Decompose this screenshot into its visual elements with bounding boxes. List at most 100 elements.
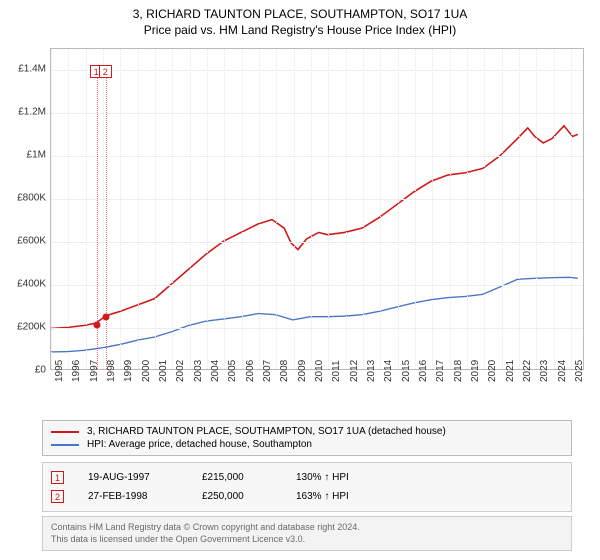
event-date: 19-AUG-1997 (88, 472, 178, 483)
gridline-horizontal (51, 285, 583, 286)
footer-line-2: This data is licensed under the Open Gov… (51, 534, 563, 546)
event-marker-box: 2 (99, 65, 112, 78)
title-main: 3, RICHARD TAUNTON PLACE, SOUTHAMPTON, S… (0, 6, 600, 22)
x-axis-tick-label: 2007 (262, 360, 273, 382)
gridline-vertical (571, 49, 572, 369)
plot-area: 12 (50, 48, 584, 370)
legend-row: HPI: Average price, detached house, Sout… (51, 438, 563, 451)
gridline-vertical (467, 49, 468, 369)
x-axis-tick-label: 2016 (418, 360, 429, 382)
x-axis-tick-label: 2014 (383, 360, 394, 382)
event-row: 227-FEB-1998£250,000163% ↑ HPI (51, 487, 563, 506)
gridline-vertical (190, 49, 191, 369)
gridline-vertical (103, 49, 104, 369)
gridline-vertical (294, 49, 295, 369)
gridline-vertical (519, 49, 520, 369)
legend-box: 3, RICHARD TAUNTON PLACE, SOUTHAMPTON, S… (42, 420, 572, 456)
x-axis-tick-label: 2003 (193, 360, 204, 382)
event-marker-dot (93, 321, 100, 328)
x-axis-tick-label: 2017 (435, 360, 446, 382)
gridline-vertical (259, 49, 260, 369)
y-axis-tick-label: £0 (8, 365, 46, 376)
y-axis-tick-label: £800K (8, 193, 46, 204)
gridline-vertical (155, 49, 156, 369)
gridline-vertical (311, 49, 312, 369)
x-axis-tick-label: 2025 (574, 360, 585, 382)
x-axis-tick-label: 2001 (158, 360, 169, 382)
gridline-vertical (398, 49, 399, 369)
event-price: £215,000 (202, 472, 272, 483)
gridline-vertical (207, 49, 208, 369)
gridline-vertical (415, 49, 416, 369)
x-axis-tick-label: 2020 (487, 360, 498, 382)
gridline-horizontal (51, 328, 583, 329)
x-axis-tick-label: 2019 (470, 360, 481, 382)
y-axis-tick-label: £200K (8, 322, 46, 333)
x-axis-tick-label: 1997 (89, 360, 100, 382)
event-number-badge: 1 (51, 471, 64, 484)
y-axis-tick-label: £1M (8, 150, 46, 161)
x-axis-tick-label: 1995 (54, 360, 65, 382)
legend-label: 3, RICHARD TAUNTON PLACE, SOUTHAMPTON, S… (87, 426, 446, 437)
gridline-vertical (536, 49, 537, 369)
x-axis-tick-label: 2022 (522, 360, 533, 382)
gridline-vertical (68, 49, 69, 369)
legend-label: HPI: Average price, detached house, Sout… (87, 439, 312, 450)
y-axis-tick-label: £400K (8, 279, 46, 290)
gridline-horizontal (51, 242, 583, 243)
x-axis-tick-label: 2012 (349, 360, 360, 382)
gridline-vertical (138, 49, 139, 369)
legend-row: 3, RICHARD TAUNTON PLACE, SOUTHAMPTON, S… (51, 425, 563, 438)
title-subtitle: Price paid vs. HM Land Registry's House … (0, 22, 600, 38)
event-price: £250,000 (202, 491, 272, 502)
gridline-vertical (484, 49, 485, 369)
gridline-horizontal (51, 113, 583, 114)
x-axis-tick-label: 1999 (123, 360, 134, 382)
x-axis-tick-label: 2021 (505, 360, 516, 382)
gridline-vertical (224, 49, 225, 369)
gridline-vertical (363, 49, 364, 369)
gridline-horizontal (51, 156, 583, 157)
x-axis-tick-label: 2005 (227, 360, 238, 382)
x-axis-tick-label: 2002 (175, 360, 186, 382)
gridline-vertical (120, 49, 121, 369)
event-hpi-pct: 163% ↑ HPI (296, 491, 376, 502)
x-axis-tick-label: 2015 (401, 360, 412, 382)
x-axis-tick-label: 2011 (331, 360, 342, 382)
legend-swatch (51, 431, 79, 433)
event-row: 1 19-AUG-1997 £215,000 130% ↑ HPI (51, 468, 563, 487)
event-marker-line (106, 78, 107, 369)
footer-line-1: Contains HM Land Registry data © Crown c… (51, 522, 563, 534)
gridline-vertical (432, 49, 433, 369)
x-axis-tick-label: 2008 (279, 360, 290, 382)
gridline-vertical (328, 49, 329, 369)
chart-wrap: 12 £0£200K£400K£600K£800K£1M£1.2M£1.4M19… (8, 42, 592, 414)
x-axis-tick-label: 2023 (539, 360, 550, 382)
gridline-vertical (86, 49, 87, 369)
x-axis-tick-label: 1998 (106, 360, 117, 382)
x-axis-tick-label: 2010 (314, 360, 325, 382)
title-block: 3, RICHARD TAUNTON PLACE, SOUTHAMPTON, S… (0, 0, 600, 38)
event-number-badge: 2 (51, 490, 64, 503)
y-axis-tick-label: £600K (8, 236, 46, 247)
gridline-vertical (172, 49, 173, 369)
gridline-vertical (51, 49, 52, 369)
gridline-horizontal (51, 199, 583, 200)
event-marker-dot (102, 314, 109, 321)
x-axis-tick-label: 2006 (245, 360, 256, 382)
x-axis-tick-label: 2009 (297, 360, 308, 382)
gridline-horizontal (51, 70, 583, 71)
x-axis-tick-label: 2018 (453, 360, 464, 382)
x-axis-tick-label: 2024 (557, 360, 568, 382)
y-axis-tick-label: £1.2M (8, 107, 46, 118)
legend-swatch (51, 444, 79, 446)
gridline-vertical (276, 49, 277, 369)
event-hpi-pct: 130% ↑ HPI (296, 472, 376, 483)
gridline-vertical (554, 49, 555, 369)
footer-attribution: Contains HM Land Registry data © Crown c… (42, 516, 572, 551)
gridline-vertical (380, 49, 381, 369)
x-axis-tick-label: 2000 (141, 360, 152, 382)
x-axis-tick-label: 2004 (210, 360, 221, 382)
gridline-vertical (502, 49, 503, 369)
series-svg (51, 49, 583, 369)
